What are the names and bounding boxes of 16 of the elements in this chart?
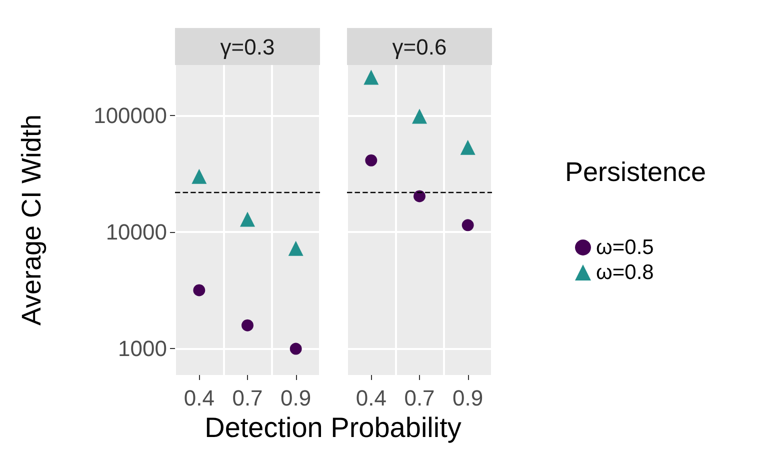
chart-title: γ=0.6: [392, 34, 447, 60]
y-tick-label: 10000: [106, 219, 167, 244]
y-axis-title: Average CI Width: [16, 114, 46, 326]
x-tick-label: 0.9: [452, 386, 484, 410]
y-tick-label: 100000: [94, 102, 167, 128]
x-tick-label: 0.4: [184, 386, 214, 410]
legend-title: Persistence: [565, 157, 706, 187]
y-tick-label: 1000: [118, 336, 167, 361]
legend-label: ω=0.5: [596, 236, 654, 259]
x-axis-title: Detection Probability: [204, 412, 462, 444]
chart-title: γ=0.3: [220, 34, 275, 60]
x-tick-label: 0.7: [404, 386, 435, 410]
x-tick-label: 0.4: [356, 386, 386, 410]
x-tick-label: 0.9: [280, 386, 312, 410]
legend-label: ω=0.8: [596, 261, 654, 284]
x-tick-label: 0.7: [232, 386, 263, 410]
